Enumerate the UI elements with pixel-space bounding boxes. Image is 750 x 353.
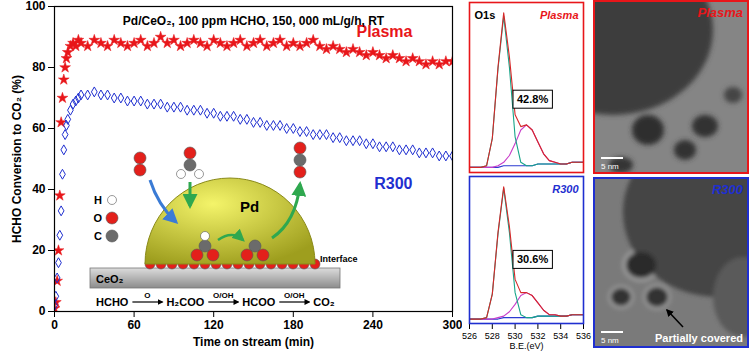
svg-text:Plasma: Plasma [540,9,579,21]
svg-text:CO₂: CO₂ [313,296,335,308]
svg-text:Pd/CeO₂, 100 ppm HCHO, 150, 00: Pd/CeO₂, 100 ppm HCHO, 150, 000 mL/g/h, … [123,14,385,28]
svg-text:42.8%: 42.8% [517,93,548,105]
svg-text:300: 300 [442,318,462,332]
svg-text:Time on stream (min): Time on stream (min) [193,335,314,349]
svg-text:80: 80 [32,60,46,74]
svg-text:536: 536 [576,331,591,341]
svg-text:Partially covered: Partially covered [655,332,743,344]
svg-text:528: 528 [485,331,500,341]
svg-text:Plasma: Plasma [356,22,413,40]
svg-text:532: 532 [530,331,545,341]
svg-text:20: 20 [32,243,46,257]
svg-text:Plasma: Plasma [697,5,743,20]
svg-text:530: 530 [508,331,523,341]
svg-text:R300: R300 [374,175,412,192]
svg-text:30.6%: 30.6% [517,253,548,265]
svg-text:100: 100 [25,0,45,13]
svg-text:HCOO: HCOO [242,296,275,308]
svg-text:B.E.(eV): B.E.(eV) [509,341,543,351]
svg-text:5 nm: 5 nm [601,336,619,345]
svg-text:60: 60 [127,318,141,332]
svg-text:R300: R300 [552,183,579,195]
svg-text:40: 40 [32,182,46,196]
svg-text:0: 0 [51,318,58,332]
svg-text:526: 526 [462,331,477,341]
svg-text:O: O [93,212,102,224]
svg-text:Pd: Pd [240,198,259,215]
svg-text:180: 180 [283,318,303,332]
svg-text:O1s: O1s [475,9,496,21]
svg-text:H₂COO: H₂COO [166,296,204,308]
svg-text:O: O [144,291,150,300]
svg-text:534: 534 [553,331,568,341]
svg-text:CeO₂: CeO₂ [96,273,124,285]
svg-text:C: C [94,230,102,242]
svg-text:60: 60 [32,121,46,135]
svg-text:240: 240 [363,318,383,332]
svg-text:H: H [94,194,102,206]
svg-text:HCHO: HCHO [96,296,129,308]
svg-text:Interface: Interface [320,254,358,264]
svg-text:5 nm: 5 nm [601,162,619,171]
svg-text:HCHO Conversion to CO₂ (%): HCHO Conversion to CO₂ (%) [10,75,24,243]
svg-text:O/OH: O/OH [284,291,305,300]
svg-text:120: 120 [204,318,224,332]
svg-text:0: 0 [39,304,46,318]
svg-text:O/OH: O/OH [213,291,234,300]
svg-text:R300: R300 [712,182,744,197]
